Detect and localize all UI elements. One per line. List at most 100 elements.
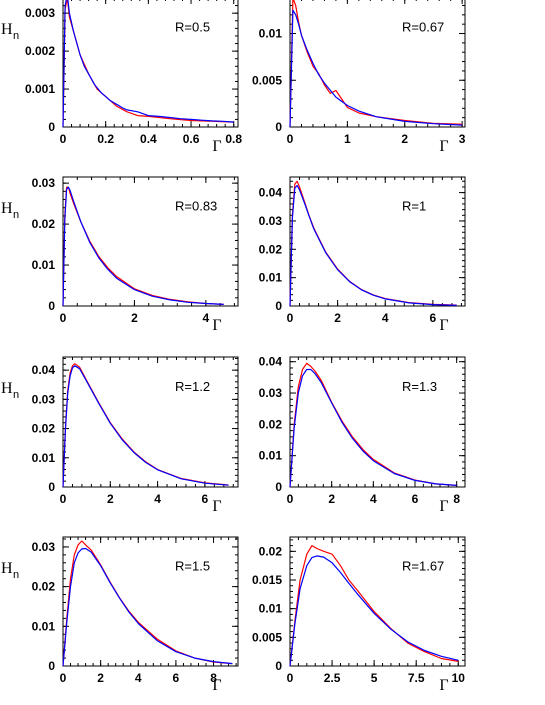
x-tick-label: 0.4 bbox=[140, 132, 157, 146]
x-tick-label: 8 bbox=[453, 492, 460, 506]
x-tick-label: 4 bbox=[203, 311, 210, 325]
x-tick-label: 0 bbox=[60, 311, 67, 325]
x-tick-label: 8 bbox=[210, 671, 217, 685]
x-tick-label: 0.2 bbox=[97, 132, 114, 146]
x-tick-label: 4 bbox=[370, 492, 377, 506]
y-tick-label: 0.005 bbox=[252, 630, 282, 644]
chart-panel: 0 2 4 0 0.01 0.02 0.03 R=0.83 Γ H n bbox=[1, 176, 239, 334]
y-axis-label: H bbox=[1, 21, 13, 38]
x-tick-label: 3 bbox=[459, 132, 466, 146]
y-tick-label: 0.03 bbox=[32, 176, 56, 190]
y-tick-label: 0 bbox=[48, 480, 55, 494]
simulation-curve bbox=[289, 544, 459, 667]
y-tick-label: 0.04 bbox=[259, 355, 283, 369]
x-tick-label: 4 bbox=[154, 492, 161, 506]
x-tick-label: 5 bbox=[371, 671, 378, 685]
y-tick-label: 0 bbox=[275, 480, 282, 494]
x-tick-label: 2 bbox=[334, 311, 341, 325]
x-tick-label: 0 bbox=[287, 311, 294, 325]
x-tick-label: 6 bbox=[173, 671, 180, 685]
y-tick-label: 0 bbox=[48, 659, 55, 673]
x-tick-label: 2 bbox=[107, 492, 114, 506]
y-tick-label: 0.01 bbox=[259, 27, 283, 41]
chart-panel: 0 2 4 6 8 0 0.01 0.02 0.03 R=1.5 Γ H n bbox=[1, 536, 239, 694]
chart-panel: 0 0.2 0.4 0.6 0.8 0 0.001 0.002 0.003 R=0.5 Γ H n bbox=[1, 0, 242, 155]
fit-curve bbox=[62, 0, 234, 128]
y-tick-label: 0.03 bbox=[259, 386, 283, 400]
x-tick-label: 2 bbox=[328, 492, 335, 506]
y-axis-label: H bbox=[1, 380, 13, 397]
panel-label: R=0.67 bbox=[402, 20, 444, 35]
y-tick-label: 0.04 bbox=[259, 186, 283, 200]
fit-curve bbox=[62, 365, 229, 488]
y-tick-label: 0.01 bbox=[32, 451, 56, 465]
y-tick-label: 0.02 bbox=[259, 544, 283, 558]
y-tick-label: 0.04 bbox=[32, 363, 56, 377]
panel-label: R=0.5 bbox=[175, 20, 210, 35]
x-tick-label: 2.5 bbox=[324, 671, 341, 685]
y-tick-label: 0 bbox=[275, 299, 282, 313]
x-tick-label: 4 bbox=[382, 311, 389, 325]
chart-panel: 0 2.5 5 7.5 10 0 0.005 0.01 0.015 0.02 R=1.67 Γ bbox=[252, 536, 466, 694]
x-axis-label: Γ bbox=[212, 498, 221, 515]
x-tick-label: 2 bbox=[401, 132, 408, 146]
y-tick-label: 0.02 bbox=[259, 417, 283, 431]
panel-label: R=1.3 bbox=[402, 379, 437, 394]
y-tick-label: 0.02 bbox=[259, 242, 283, 256]
plot-frame bbox=[289, 536, 466, 667]
x-tick-label: 6 bbox=[202, 492, 209, 506]
x-axis-label: Γ bbox=[439, 317, 448, 334]
fit-curve bbox=[62, 547, 233, 667]
plot-frame bbox=[62, 176, 239, 307]
y-tick-label: 0.01 bbox=[259, 602, 283, 616]
x-tick-label: 4 bbox=[135, 671, 142, 685]
plot-frame bbox=[289, 0, 466, 128]
fit-curve bbox=[289, 555, 459, 667]
x-tick-label: 10 bbox=[452, 671, 466, 685]
x-axis-label: Γ bbox=[212, 138, 221, 155]
y-tick-label: 0.03 bbox=[32, 540, 56, 554]
x-tick-label: 0 bbox=[287, 492, 294, 506]
plot-frame bbox=[62, 536, 239, 667]
y-tick-label: 0.005 bbox=[252, 73, 282, 87]
panel-label: R=0.83 bbox=[175, 199, 217, 214]
y-tick-label: 0 bbox=[275, 120, 282, 134]
y-tick-label: 0.01 bbox=[32, 619, 56, 633]
plot-frame bbox=[62, 356, 239, 488]
fit-curve bbox=[289, 368, 457, 488]
y-tick-label: 0.02 bbox=[32, 217, 56, 231]
x-tick-label: 7.5 bbox=[408, 671, 425, 685]
y-axis-label-subscript: n bbox=[13, 389, 19, 401]
chart-panel: 0 2 4 6 8 0 0.01 0.02 0.03 0.04 R=1.3 Γ bbox=[259, 355, 466, 515]
panel-label: R=1.67 bbox=[402, 559, 444, 574]
x-axis-label: Γ bbox=[439, 138, 448, 155]
y-tick-label: 0.015 bbox=[252, 573, 282, 587]
y-tick-label: 0.03 bbox=[259, 214, 283, 228]
y-tick-label: 0 bbox=[275, 659, 282, 673]
y-tick-label: 0.02 bbox=[32, 580, 56, 594]
x-tick-label: 0 bbox=[287, 671, 294, 685]
y-axis-label-subscript: n bbox=[13, 569, 19, 581]
y-tick-label: 0.01 bbox=[32, 258, 56, 272]
y-tick-label: 0 bbox=[48, 120, 55, 134]
x-tick-label: 2 bbox=[131, 311, 138, 325]
x-tick-label: 6 bbox=[430, 311, 437, 325]
y-axis-label-subscript: n bbox=[13, 30, 19, 42]
chart-panel: 0 2 4 6 0 0.01 0.02 0.03 0.04 R=1.2 Γ H n bbox=[1, 356, 239, 515]
chart-panel: 0 1 2 3 0 0.005 0.01 R=0.67 Γ bbox=[252, 0, 466, 155]
y-axis-label: H bbox=[1, 200, 13, 217]
y-tick-label: 0 bbox=[48, 299, 55, 313]
y-tick-label: 0.001 bbox=[25, 82, 55, 96]
panel-label: R=1.2 bbox=[175, 379, 210, 394]
y-axis-label-subscript: n bbox=[13, 209, 19, 221]
plot-frame bbox=[62, 0, 239, 128]
plot-frame bbox=[289, 176, 466, 307]
x-tick-label: 6 bbox=[412, 492, 419, 506]
x-tick-label: 2 bbox=[97, 671, 104, 685]
x-tick-label: 1 bbox=[344, 132, 351, 146]
x-tick-label: 0 bbox=[287, 132, 294, 146]
y-axis-label: H bbox=[1, 560, 13, 577]
simulation-curve bbox=[289, 180, 457, 307]
fit-curve bbox=[289, 9, 463, 128]
